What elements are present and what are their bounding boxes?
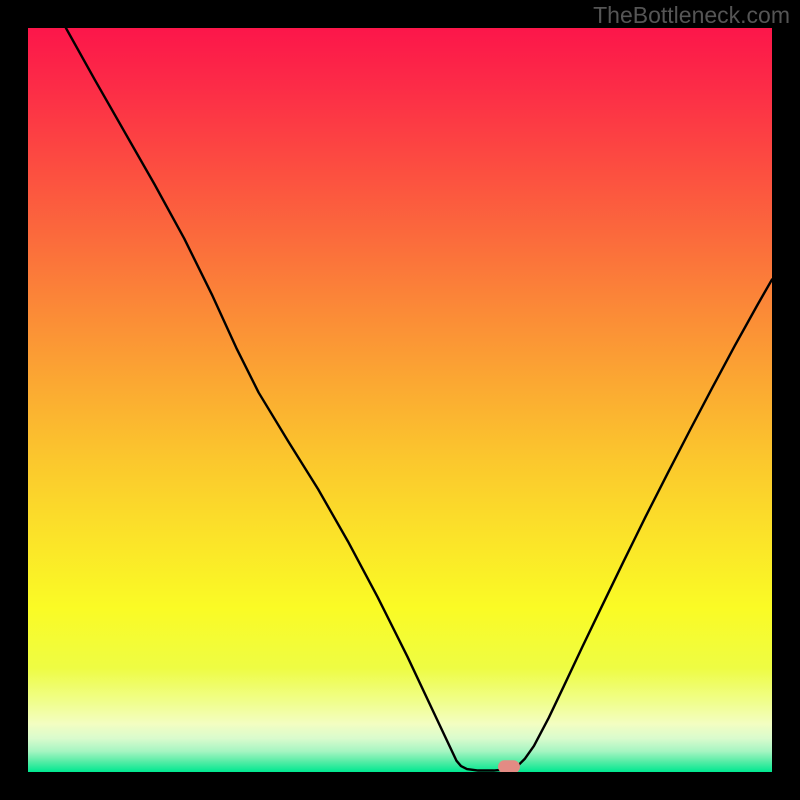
chart-frame: TheBottleneck.com — [0, 0, 800, 800]
chart-svg — [28, 28, 772, 772]
plot-area — [28, 28, 772, 772]
watermark-text: TheBottleneck.com — [593, 2, 790, 29]
optimum-marker — [498, 760, 520, 772]
gradient-background — [28, 28, 772, 772]
